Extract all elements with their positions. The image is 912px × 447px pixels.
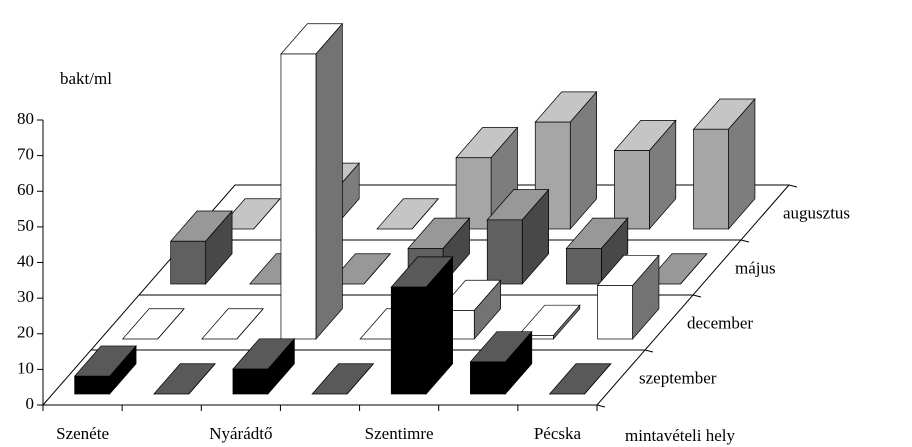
series-label: május [735,258,776,277]
depth-tick [596,404,606,408]
bar [170,240,207,285]
bar-side [188,363,216,395]
y-tick-label: 30 [17,287,34,306]
x-tick-label: Pécska [534,424,582,443]
depth-tick [740,239,750,243]
y-tick-label: 20 [17,323,34,342]
series-label: szeptember [639,368,717,387]
y-tick-label: 80 [17,109,34,128]
bar-side [411,198,439,230]
bar-side [157,308,185,340]
y-tick-label: 40 [17,251,34,270]
bar-side [236,308,264,340]
bar [280,53,317,340]
bar-side [680,253,708,285]
series-label: december [687,313,753,332]
depth-tick [788,184,798,188]
y-tick-label: 0 [26,394,35,413]
x-tick-label: Szentimre [365,424,434,443]
bar-side [346,363,374,395]
bar [486,219,523,285]
y-tick-label: 60 [17,180,34,199]
y-tick-label: 70 [17,145,34,164]
x-tick-label: Szenéte [56,424,109,443]
bar [74,375,111,395]
bar [597,285,633,340]
bar [455,157,492,230]
x-axis-title: mintavételi hely [625,426,735,445]
depth-tick [644,349,654,353]
bar-side [315,22,343,340]
bar-side [363,253,391,285]
bar [390,286,427,395]
bar-side [253,198,281,230]
bar [614,150,650,230]
bar [693,128,729,230]
x-tick-label: Nyárádtő [209,424,272,443]
depth-tick [692,294,702,298]
series-label: augusztus [783,203,850,222]
y-tick-label: 10 [17,358,34,377]
bar-side [584,363,612,395]
y-tick-label: 50 [17,216,34,235]
bar [566,248,602,285]
bar [232,368,269,395]
y-axis-title: bakt/ml [60,69,112,88]
bar [470,361,506,395]
